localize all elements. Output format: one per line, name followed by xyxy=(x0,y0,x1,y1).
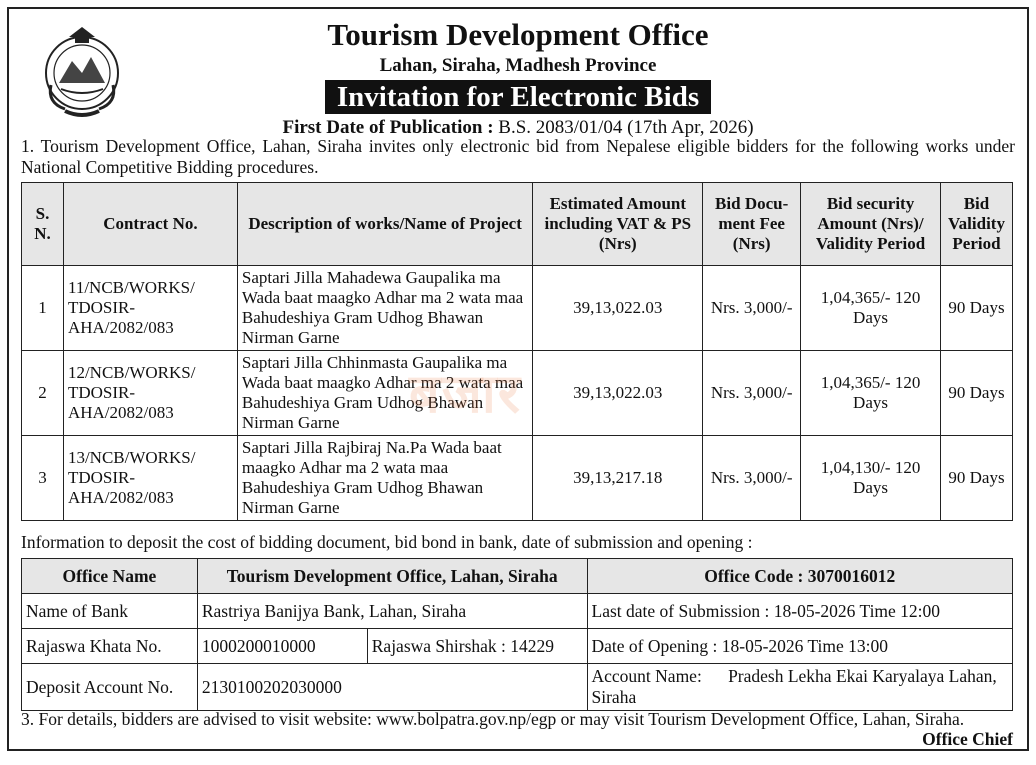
row-amount: 39,13,022.03 xyxy=(532,265,704,351)
header-contract: Contract No. xyxy=(62,182,238,266)
header-description: Description of works/Name of Project xyxy=(236,182,534,266)
submission-date: Last date of Submission : 18-05-2026 Tim… xyxy=(586,593,1013,629)
bids-table: S. N. Contract No. Description of works/… xyxy=(21,182,1014,521)
signatory: Office Chief xyxy=(922,729,1013,749)
bank-label: Name of Bank xyxy=(21,593,198,629)
intro-paragraph: 1. Tourism Development Office, Lahan, Si… xyxy=(21,136,1015,177)
publication-date: First Date of Publication : B.S. 2083/01… xyxy=(9,116,1027,140)
row-validity: 90 Days xyxy=(939,435,1014,521)
bids-table-header: S. N. Contract No. Description of works/… xyxy=(21,182,1014,266)
office-title: Tourism Development Office xyxy=(327,17,709,52)
bank-value: Rastriya Banijya Bank, Lahan, Siraha xyxy=(196,593,588,629)
table-row: 2 12/NCB/WORKS/ TDOSIR-AHA/2082/083 Sapt… xyxy=(21,350,1014,436)
account-name-label: Account Name: xyxy=(591,666,702,686)
office-address: Lahan, Siraha, Madhesh Province xyxy=(379,55,657,76)
details-paragraph: 3. For details, bidders are advised to v… xyxy=(21,709,965,729)
row-validity: 90 Days xyxy=(939,350,1014,436)
notice-title: Invitation for Electronic Bids xyxy=(324,80,712,114)
row-amount: 39,13,217.18 xyxy=(532,435,704,521)
publication-value: B.S. 2083/01/04 (17th Apr, 2026) xyxy=(498,117,754,138)
row-description: Saptari Jilla Mahadewa Gaupalika ma Wada… xyxy=(236,265,534,351)
account-name-value: Pradesh Lekha Ekai Karyalaya Lahan, Sira… xyxy=(591,666,997,707)
row-description: Saptari Jilla Chhinmasta Gaupalika ma Wa… xyxy=(236,350,534,436)
table-row: Deposit Account No. 2130100202030000 Acc… xyxy=(21,663,1013,711)
header-sn: S. N. xyxy=(21,182,64,266)
row-validity: 90 Days xyxy=(939,265,1014,351)
khata-value: 1000200010000 xyxy=(196,628,368,664)
table-row: 1 11/NCB/WORKS/ TDOSIR-AHA/2082/083 Sapt… xyxy=(21,265,1014,351)
row-contract: 13/NCB/WORKS/ TDOSIR-AHA/2082/083 xyxy=(62,435,238,521)
row-amount: 39,13,022.03 xyxy=(532,350,704,436)
table-row: Name of Bank Rastriya Banijya Bank, Laha… xyxy=(21,593,1013,629)
nepal-government-emblem-icon xyxy=(45,27,119,117)
row-sn: 3 xyxy=(21,435,64,521)
opening-date: Date of Opening : 18-05-2026 Time 13:00 xyxy=(586,628,1013,664)
deposit-value: 2130100202030000 xyxy=(196,663,588,711)
row-sn: 2 xyxy=(21,350,64,436)
publication-label: First Date of Publication : xyxy=(282,117,494,138)
row-description: Saptari Jilla Rajbiraj Na.Pa Wada baat m… xyxy=(236,435,534,521)
table-row: Rajaswa Khata No. 1000200010000 Rajaswa … xyxy=(21,628,1013,664)
header-amount: Estimated Amount including VAT & PS (Nrs… xyxy=(532,182,704,266)
office-name-value: Tourism Development Office, Lahan, Sirah… xyxy=(196,558,588,594)
header-validity: Bid Validity Period xyxy=(939,182,1014,266)
row-contract: 12/NCB/WORKS/ TDOSIR-AHA/2082/083 xyxy=(62,350,238,436)
row-fee: Nrs. 3,000/- xyxy=(702,435,802,521)
table-row: 3 13/NCB/WORKS/ TDOSIR-AHA/2082/083 Sapt… xyxy=(21,435,1014,521)
row-security: 1,04,365/- 120 Days xyxy=(800,350,941,436)
khata-label: Rajaswa Khata No. xyxy=(21,628,198,664)
office-name-label: Office Name xyxy=(21,558,198,594)
row-fee: Nrs. 3,000/- xyxy=(702,350,802,436)
shirshak: Rajaswa Shirshak : 14229 xyxy=(366,628,588,664)
office-details-table: Office Name Tourism Development Office, … xyxy=(21,558,1013,711)
header-fee: Bid Docu-ment Fee (Nrs) xyxy=(702,182,802,266)
office-code: Office Code : 3070016012 xyxy=(586,558,1013,594)
notice-header: Tourism Development Office Lahan, Siraha… xyxy=(9,17,1027,140)
header-security: Bid security Amount (Nrs)/ Validity Peri… xyxy=(800,182,941,266)
row-security: 1,04,365/- 120 Days xyxy=(800,265,941,351)
row-sn: 1 xyxy=(21,265,64,351)
row-fee: Nrs. 3,000/- xyxy=(702,265,802,351)
deposit-label: Deposit Account No. xyxy=(21,663,198,711)
office-header-row: Office Name Tourism Development Office, … xyxy=(21,558,1013,594)
bid-notice-page: Tourism Development Office Lahan, Siraha… xyxy=(7,7,1029,751)
row-security: 1,04,130/- 120 Days xyxy=(800,435,941,521)
deposit-info-line: Information to deposit the cost of biddi… xyxy=(21,532,753,552)
row-contract: 11/NCB/WORKS/ TDOSIR-AHA/2082/083 xyxy=(62,265,238,351)
account-name: Account Name: Pradesh Lekha Ekai Karyala… xyxy=(586,663,1013,711)
